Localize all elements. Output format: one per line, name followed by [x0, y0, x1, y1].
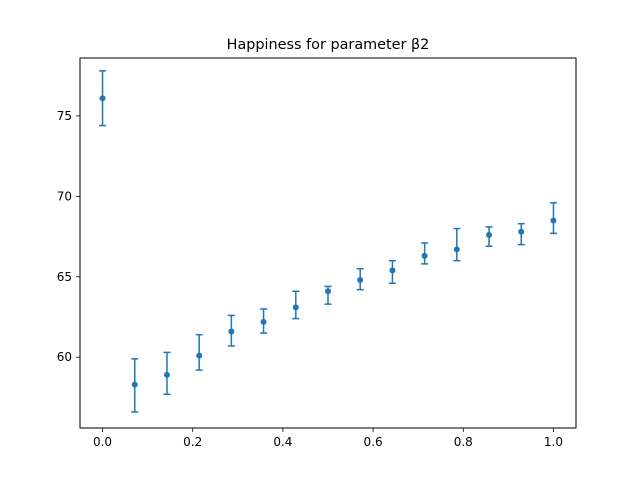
data-point: [196, 352, 203, 359]
axes-frame: [79, 57, 577, 429]
chart-title: Happiness for parameter β2: [227, 37, 430, 53]
data-point: [486, 231, 493, 238]
data-point: [260, 318, 267, 325]
y-axis: 60 65 70 75: [57, 109, 80, 364]
y-tick-label: 75: [57, 109, 72, 123]
data-point: [228, 328, 235, 335]
data-point: [389, 267, 396, 274]
data-point: [292, 304, 299, 311]
data-point: [99, 95, 106, 102]
data-point: [453, 246, 460, 253]
x-tick-label: 0.6: [364, 435, 383, 449]
x-tick-label: 0.8: [454, 435, 473, 449]
data-point: [421, 252, 428, 259]
x-tick-label: 0.4: [273, 435, 292, 449]
data-point: [518, 228, 525, 235]
x-tick-label: 0.2: [183, 435, 202, 449]
data-point: [550, 217, 557, 224]
data-point: [357, 277, 364, 283]
x-tick-label: 0.0: [93, 435, 112, 449]
plot-marks: [99, 70, 557, 413]
data-point: [325, 288, 331, 295]
y-tick-label: 60: [57, 350, 72, 364]
y-tick-label: 70: [57, 189, 72, 203]
x-tick-label: 1.0: [544, 435, 563, 449]
x-axis: 0.0 0.2 0.4 0.6 0.8 1.0: [93, 428, 563, 449]
data-point: [163, 371, 170, 378]
data-point: [131, 381, 138, 388]
y-tick-label: 65: [57, 270, 72, 284]
